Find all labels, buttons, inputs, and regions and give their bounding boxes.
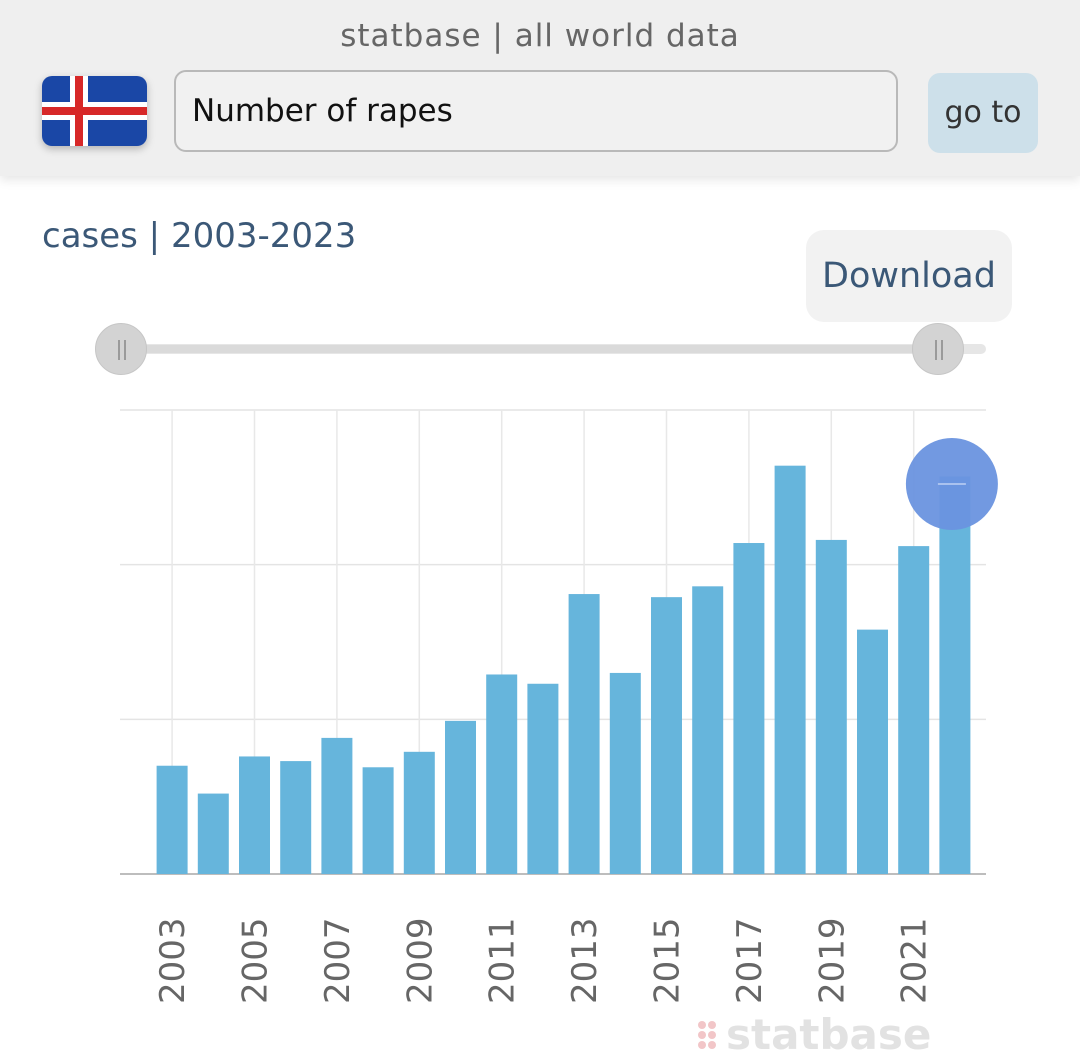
bar-2003 xyxy=(156,765,188,874)
search-input[interactable]: Number of rapes xyxy=(174,70,898,152)
x-tick-label: 2019 xyxy=(812,917,852,1004)
range-slider-start-handle[interactable] xyxy=(95,323,147,375)
bar-2012 xyxy=(527,683,559,874)
chart-subtitle: cases | 2003-2023 xyxy=(42,216,357,256)
bar-2013 xyxy=(568,594,600,874)
watermark-text: statbase xyxy=(726,1010,931,1058)
bar-2010 xyxy=(445,720,476,874)
bar-2011 xyxy=(486,674,518,874)
bar-2006 xyxy=(280,761,312,874)
iceland-flag-icon[interactable] xyxy=(42,76,147,146)
x-tick-label: 2005 xyxy=(236,917,276,1004)
range-slider-end-handle[interactable] xyxy=(912,323,964,375)
bar-2019 xyxy=(815,539,847,874)
x-tick-label: 2007 xyxy=(318,917,358,1004)
bar-2005 xyxy=(239,756,270,874)
bar-2009 xyxy=(403,751,435,874)
bar-2016 xyxy=(692,586,724,874)
bar-chart: 2003 2005 2007 2009 2011 2013 2015 2017 2019 2021 xyxy=(120,409,998,1004)
bar-2021 xyxy=(898,546,930,874)
x-tick-label: 2011 xyxy=(483,917,523,1004)
bar-2017 xyxy=(733,543,765,874)
app-header: statbase | all world data Number of rape… xyxy=(0,0,1080,176)
bar-2014 xyxy=(609,672,641,874)
x-tick-label: 2021 xyxy=(895,917,935,1004)
x-tick-label: 2003 xyxy=(153,917,193,1004)
x-tick-label: 2015 xyxy=(648,917,688,1004)
bar-2022 xyxy=(939,476,971,874)
x-tick-label: 2017 xyxy=(730,917,770,1004)
bar-2008 xyxy=(362,767,394,874)
site-title: statbase | all world data xyxy=(340,18,740,54)
x-tick-label: 2013 xyxy=(565,917,605,1004)
x-tick-label: 2009 xyxy=(400,917,440,1004)
bar-2018 xyxy=(774,465,806,874)
statbase-watermark: statbase xyxy=(698,1010,931,1058)
bar-2007 xyxy=(321,737,353,874)
bar-2015 xyxy=(651,597,682,874)
download-button[interactable]: Download xyxy=(806,230,1012,322)
bar-2020 xyxy=(857,629,888,874)
bar-2004 xyxy=(197,793,229,874)
go-to-button[interactable]: go to xyxy=(928,73,1038,153)
range-slider-selection xyxy=(122,345,940,353)
